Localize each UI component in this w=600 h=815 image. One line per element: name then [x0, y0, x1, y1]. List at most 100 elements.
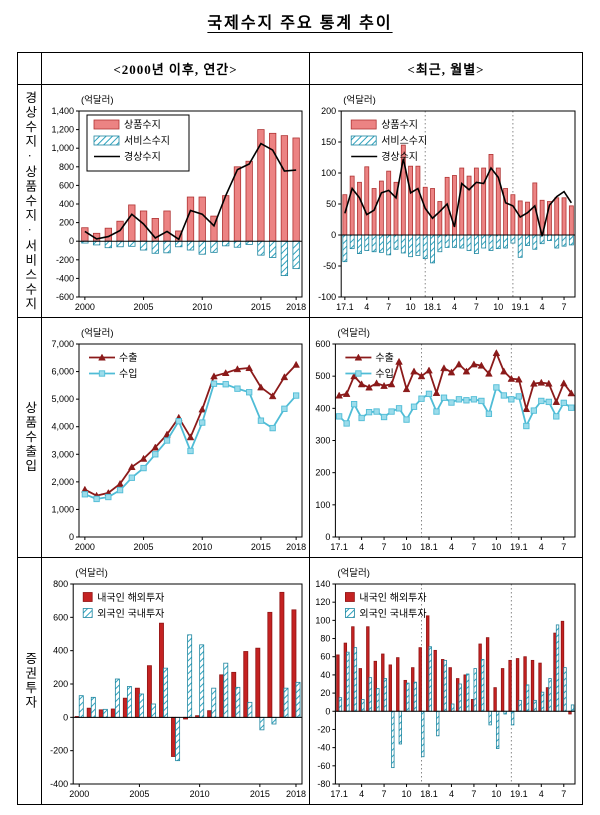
svg-text:상품수지: 상품수지 — [124, 119, 161, 131]
svg-text:20: 20 — [320, 688, 330, 698]
chart-trade-monthly: 0 100 200 300 400 500 600 17.1 4 7 10 18.1 4 7 10 19.1 4… — [315, 327, 576, 552]
svg-text:4: 4 — [449, 789, 454, 799]
svg-text:2005: 2005 — [134, 302, 154, 312]
svg-text:600: 600 — [59, 180, 74, 190]
svg-text:6,000: 6,000 — [51, 367, 74, 377]
svg-text:2005: 2005 — [134, 542, 154, 552]
svg-text:서비스수지: 서비스수지 — [381, 135, 427, 147]
svg-text:-80: -80 — [317, 779, 330, 789]
svg-text:0: 0 — [69, 532, 74, 542]
svg-text:4: 4 — [540, 302, 545, 312]
svg-text:2,000: 2,000 — [51, 477, 74, 487]
row-label-trade: 상품수출입 — [18, 318, 42, 558]
svg-text:5,000: 5,000 — [51, 394, 74, 404]
svg-text:4,000: 4,000 — [51, 422, 74, 432]
svg-text:경상수지: 경상수지 — [381, 150, 418, 163]
svg-text:2010: 2010 — [192, 302, 212, 312]
svg-text:400: 400 — [59, 199, 74, 209]
svg-text:0: 0 — [69, 236, 74, 246]
svg-text:7: 7 — [561, 542, 566, 552]
svg-text:18.1: 18.1 — [420, 789, 438, 799]
chart-cell-trade-monthly: 0 100 200 300 400 500 600 17.1 4 7 10 18.1 4 7 10 19.1 4… — [310, 318, 582, 558]
svg-text:1,000: 1,000 — [51, 143, 74, 153]
svg-text:경상수지: 경상수지 — [124, 150, 161, 163]
svg-text:0: 0 — [325, 706, 330, 716]
svg-text:2018: 2018 — [286, 302, 306, 312]
chart-securities-monthly: -80 -60 -40 -20 0 20 40 60 80 100 120 140 17.1 4 7 10 18… — [315, 567, 576, 799]
svg-text:(억달러): (억달러) — [337, 327, 370, 339]
chart-cell-bop-annual: -600 -400 -200 0 200 400 600 800 1,000 1,200 1,400… — [42, 85, 310, 318]
corner-cell — [18, 53, 42, 85]
chart-securities-annual: -400 -200 0 200 400 600 800 2000 2005 2010 2015 201… — [50, 567, 306, 799]
svg-text:10: 10 — [493, 302, 503, 312]
svg-text:수출: 수출 — [375, 352, 393, 364]
svg-text:300: 300 — [315, 436, 330, 446]
svg-text:200: 200 — [59, 218, 74, 228]
chart-cell-securities-annual: -400 -200 0 200 400 600 800 2000 2005 2010 2015 201… — [42, 558, 310, 804]
svg-text:1,400: 1,400 — [51, 106, 74, 116]
svg-text:0: 0 — [331, 230, 336, 240]
svg-text:10: 10 — [491, 542, 501, 552]
svg-text:2000: 2000 — [69, 789, 89, 799]
svg-text:600: 600 — [53, 612, 68, 622]
svg-text:100: 100 — [315, 500, 330, 510]
svg-text:2015: 2015 — [251, 542, 271, 552]
svg-text:2018: 2018 — [286, 789, 306, 799]
svg-text:-200: -200 — [50, 746, 68, 756]
svg-text:140: 140 — [315, 579, 330, 589]
svg-text:10: 10 — [406, 302, 416, 312]
svg-text:4: 4 — [539, 542, 544, 552]
svg-text:50: 50 — [326, 199, 336, 209]
svg-text:2000: 2000 — [75, 542, 95, 552]
svg-text:18.1: 18.1 — [424, 302, 442, 312]
svg-text:-200: -200 — [56, 255, 74, 265]
svg-text:7,000: 7,000 — [51, 339, 74, 349]
svg-text:7: 7 — [562, 302, 567, 312]
svg-text:7: 7 — [382, 789, 387, 799]
svg-text:수출: 수출 — [119, 352, 137, 364]
svg-text:0: 0 — [63, 712, 68, 722]
svg-text:4: 4 — [359, 789, 364, 799]
svg-text:서비스수지: 서비스수지 — [124, 135, 170, 147]
svg-text:40: 40 — [320, 670, 330, 680]
chart-bop-monthly: -100 -50 0 50 100 150 200 17.1 4 7 10 18.1 4 7 10 19.1 4… — [318, 94, 576, 312]
svg-text:7: 7 — [471, 542, 476, 552]
svg-text:800: 800 — [53, 579, 68, 589]
svg-text:17.1: 17.1 — [336, 302, 354, 312]
svg-text:7: 7 — [382, 542, 387, 552]
svg-text:7: 7 — [471, 789, 476, 799]
svg-text:10: 10 — [491, 789, 501, 799]
svg-text:(억달러): (억달러) — [343, 94, 376, 106]
svg-text:200: 200 — [53, 679, 68, 689]
col-header-annual: <2000년 이후, 연간> — [42, 53, 310, 85]
svg-text:800: 800 — [59, 162, 74, 172]
svg-text:60: 60 — [320, 652, 330, 662]
svg-text:외국인 국내투자: 외국인 국내투자 — [359, 608, 426, 620]
svg-text:100: 100 — [315, 615, 330, 625]
svg-text:1,200: 1,200 — [51, 125, 74, 135]
svg-text:-60: -60 — [317, 761, 330, 771]
svg-text:80: 80 — [320, 634, 330, 644]
svg-text:120: 120 — [315, 597, 330, 607]
svg-text:17.1: 17.1 — [330, 542, 348, 552]
svg-text:내국인 해외투자: 내국인 해외투자 — [359, 591, 426, 604]
svg-text:2015: 2015 — [250, 789, 270, 799]
svg-text:400: 400 — [315, 403, 330, 413]
svg-text:7: 7 — [561, 789, 566, 799]
svg-text:(억달러): (억달러) — [81, 94, 114, 106]
svg-text:0: 0 — [325, 532, 330, 542]
svg-text:2015: 2015 — [251, 302, 271, 312]
chart-cell-bop-monthly: -100 -50 0 50 100 150 200 17.1 4 7 10 18.1 4 7 10 19.1 4… — [310, 85, 582, 318]
svg-text:500: 500 — [315, 371, 330, 381]
svg-text:2010: 2010 — [190, 789, 210, 799]
svg-text:400: 400 — [53, 646, 68, 656]
svg-text:4: 4 — [359, 542, 364, 552]
svg-text:2018: 2018 — [286, 542, 306, 552]
svg-text:4: 4 — [452, 302, 457, 312]
chart-bop-annual: -600 -400 -200 0 200 400 600 800 1,000 1,200 1,400… — [51, 94, 306, 312]
svg-text:-50: -50 — [323, 261, 336, 271]
page-title: 국제수지 주요 통계 추이 — [207, 15, 393, 32]
svg-text:-20: -20 — [317, 724, 330, 734]
chart-cell-trade-annual: 0 1,000 2,000 3,000 4,000 5,000 6,000 7,000 2000… — [42, 318, 310, 558]
svg-text:17.1: 17.1 — [330, 789, 348, 799]
